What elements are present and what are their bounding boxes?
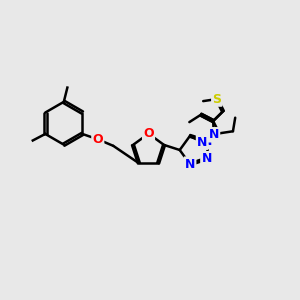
Text: O: O (92, 133, 103, 146)
Text: N: N (201, 135, 212, 148)
Text: N: N (201, 152, 212, 165)
Text: S: S (212, 93, 221, 106)
Text: O: O (143, 127, 154, 140)
Text: N: N (185, 158, 195, 171)
Text: N: N (208, 128, 219, 141)
Text: N: N (197, 136, 207, 149)
